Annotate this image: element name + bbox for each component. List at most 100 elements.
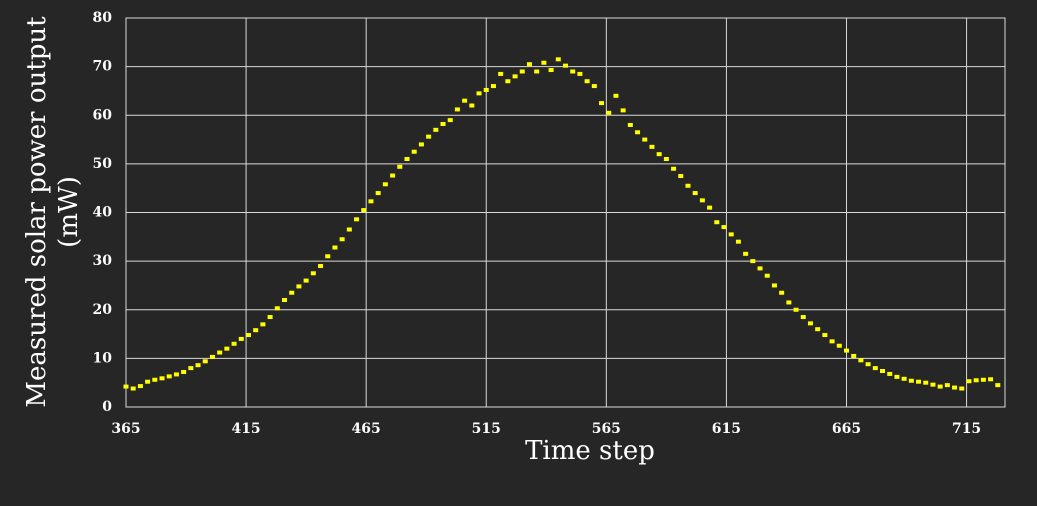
y-tick-label: 60 (93, 107, 113, 123)
point (980, 377, 986, 382)
point (490, 84, 496, 89)
point (714, 220, 720, 225)
point (253, 328, 259, 333)
point (526, 62, 532, 67)
point (843, 348, 849, 353)
point (865, 362, 871, 367)
point (930, 382, 936, 387)
point (282, 298, 288, 303)
point (195, 363, 201, 368)
y-tick-label: 70 (93, 59, 113, 75)
point (671, 166, 677, 171)
y-tick-label: 30 (93, 253, 113, 269)
point (289, 290, 295, 295)
point (872, 366, 878, 371)
y-axis-title-line: Measured solar power output (22, 16, 52, 408)
point (375, 191, 381, 196)
x-tick-label: 665 (832, 421, 861, 437)
point (123, 384, 129, 389)
point (173, 372, 179, 377)
point (224, 346, 230, 351)
point (973, 378, 979, 383)
point (411, 149, 417, 154)
point (642, 137, 648, 142)
point (462, 98, 468, 103)
point (563, 63, 568, 68)
y-tick-label: 80 (93, 10, 113, 26)
point (555, 57, 561, 62)
point (209, 354, 215, 359)
point (181, 369, 187, 374)
point (303, 278, 309, 283)
point (685, 183, 691, 188)
point (145, 379, 151, 384)
point (822, 333, 828, 338)
point (310, 271, 316, 276)
x-tick-label: 615 (712, 421, 741, 437)
point (332, 245, 338, 250)
point (779, 290, 785, 295)
point (707, 205, 713, 210)
point (757, 266, 763, 271)
point (512, 74, 518, 79)
point (245, 333, 251, 338)
point (887, 371, 893, 376)
point (382, 182, 388, 187)
point (534, 69, 540, 74)
point (692, 191, 698, 196)
point (807, 321, 813, 326)
point (613, 93, 619, 98)
point (397, 164, 403, 169)
point (548, 68, 554, 73)
point (541, 60, 547, 65)
x-tick-label: 465 (352, 421, 381, 437)
x-tick-label: 515 (472, 421, 501, 437)
point (901, 376, 907, 381)
y-tick-label: 50 (93, 156, 113, 172)
point (447, 118, 453, 123)
point (346, 227, 352, 232)
point (635, 130, 641, 135)
y-tick-label: 40 (93, 205, 113, 221)
x-axis-title: Time step (525, 436, 655, 466)
point (166, 374, 172, 379)
y-axis-title: Measured solar power output (mW) (22, 16, 84, 408)
point (966, 379, 972, 384)
point (426, 134, 432, 139)
points (123, 57, 1001, 391)
point (916, 379, 922, 384)
point (469, 103, 475, 108)
point (620, 108, 626, 113)
point (944, 383, 950, 388)
point (750, 259, 756, 264)
x-tick-label: 565 (592, 421, 621, 437)
point (937, 384, 943, 389)
point (606, 110, 612, 115)
point (188, 366, 194, 371)
point (274, 306, 280, 311)
point (238, 336, 244, 341)
point (152, 377, 158, 382)
point (728, 232, 734, 237)
point (519, 69, 525, 74)
point (829, 339, 835, 344)
y-axis-title-line: (mW) (54, 176, 84, 248)
point (908, 378, 914, 383)
point (880, 369, 886, 374)
point (815, 327, 821, 332)
point (440, 122, 446, 127)
point (390, 173, 396, 178)
point (663, 157, 669, 162)
x-tick-label: 715 (952, 421, 981, 437)
point (735, 239, 741, 244)
point (851, 353, 857, 358)
point (858, 358, 864, 363)
point (130, 386, 136, 391)
point (988, 377, 994, 382)
point (339, 237, 345, 242)
point (923, 380, 929, 385)
point (454, 107, 460, 112)
point (476, 91, 482, 96)
